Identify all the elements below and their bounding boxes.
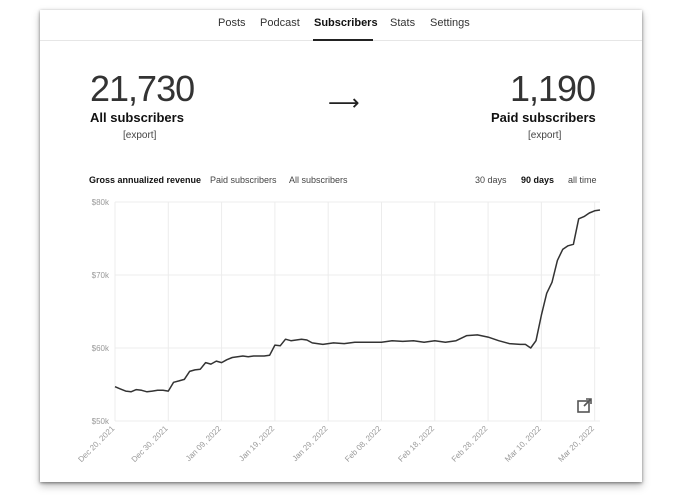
tab-podcast[interactable]: Podcast — [260, 17, 300, 29]
paid-subscribers-export-link[interactable]: [export] — [528, 130, 562, 141]
x-tick-label: Feb 08, 2022 — [343, 424, 383, 464]
all-subscribers-count: 21,730 — [90, 68, 195, 109]
range-30-days[interactable]: 30 days — [475, 175, 507, 185]
x-tick-label: Dec 30, 2021 — [130, 424, 170, 464]
chart-tab-revenue[interactable]: Gross annualized revenue — [89, 175, 202, 185]
all-subscribers-label: All subscribers — [90, 110, 184, 125]
y-tick-label: $60k — [92, 344, 110, 353]
x-tick-label: Mar 20, 2022 — [556, 424, 596, 464]
tab-posts[interactable]: Posts — [218, 17, 246, 29]
revenue-chart: $50k $60k $70k $80k Dec 20, 2021 Dec 30, 2021… — [76, 198, 601, 464]
y-tick-label: $80k — [92, 198, 110, 207]
x-tick-label: Feb 28, 2022 — [450, 424, 490, 464]
paid-subscribers-label: Paid subscribers — [491, 110, 596, 125]
x-tick-label: Feb 18, 2022 — [396, 424, 436, 464]
chart-tab-all[interactable]: All subscribers — [289, 175, 348, 185]
top-nav: Posts Podcast Subscribers Stats Settings — [40, 10, 642, 41]
tab-subscribers[interactable]: Subscribers — [314, 17, 378, 29]
y-tick-label: $50k — [92, 417, 110, 426]
dashboard-frame: Posts Podcast Subscribers Stats Settings… — [40, 10, 642, 482]
external-link-icon[interactable] — [576, 396, 594, 414]
x-tick-label: Jan 09, 2022 — [184, 424, 223, 463]
active-tab-indicator — [313, 39, 373, 41]
y-tick-label: $70k — [92, 271, 110, 280]
range-90-days[interactable]: 90 days — [521, 175, 555, 185]
x-tick-label: Mar 10, 2022 — [503, 424, 543, 464]
paid-subscribers-count: 1,190 — [510, 68, 596, 109]
x-tick-label: Jan 19, 2022 — [237, 424, 276, 463]
revenue-series-line — [114, 209, 601, 393]
all-subscribers-export-link[interactable]: [export] — [123, 130, 157, 141]
x-tick-label: Dec 20, 2021 — [76, 424, 116, 464]
x-tick-label: Jan 29, 2022 — [291, 424, 330, 463]
range-all-time[interactable]: all time — [568, 175, 597, 185]
tab-settings[interactable]: Settings — [430, 17, 470, 29]
arrow-right-icon: ⟶ — [328, 90, 360, 115]
chart-tab-paid[interactable]: Paid subscribers — [210, 175, 277, 185]
tab-stats[interactable]: Stats — [390, 17, 416, 29]
